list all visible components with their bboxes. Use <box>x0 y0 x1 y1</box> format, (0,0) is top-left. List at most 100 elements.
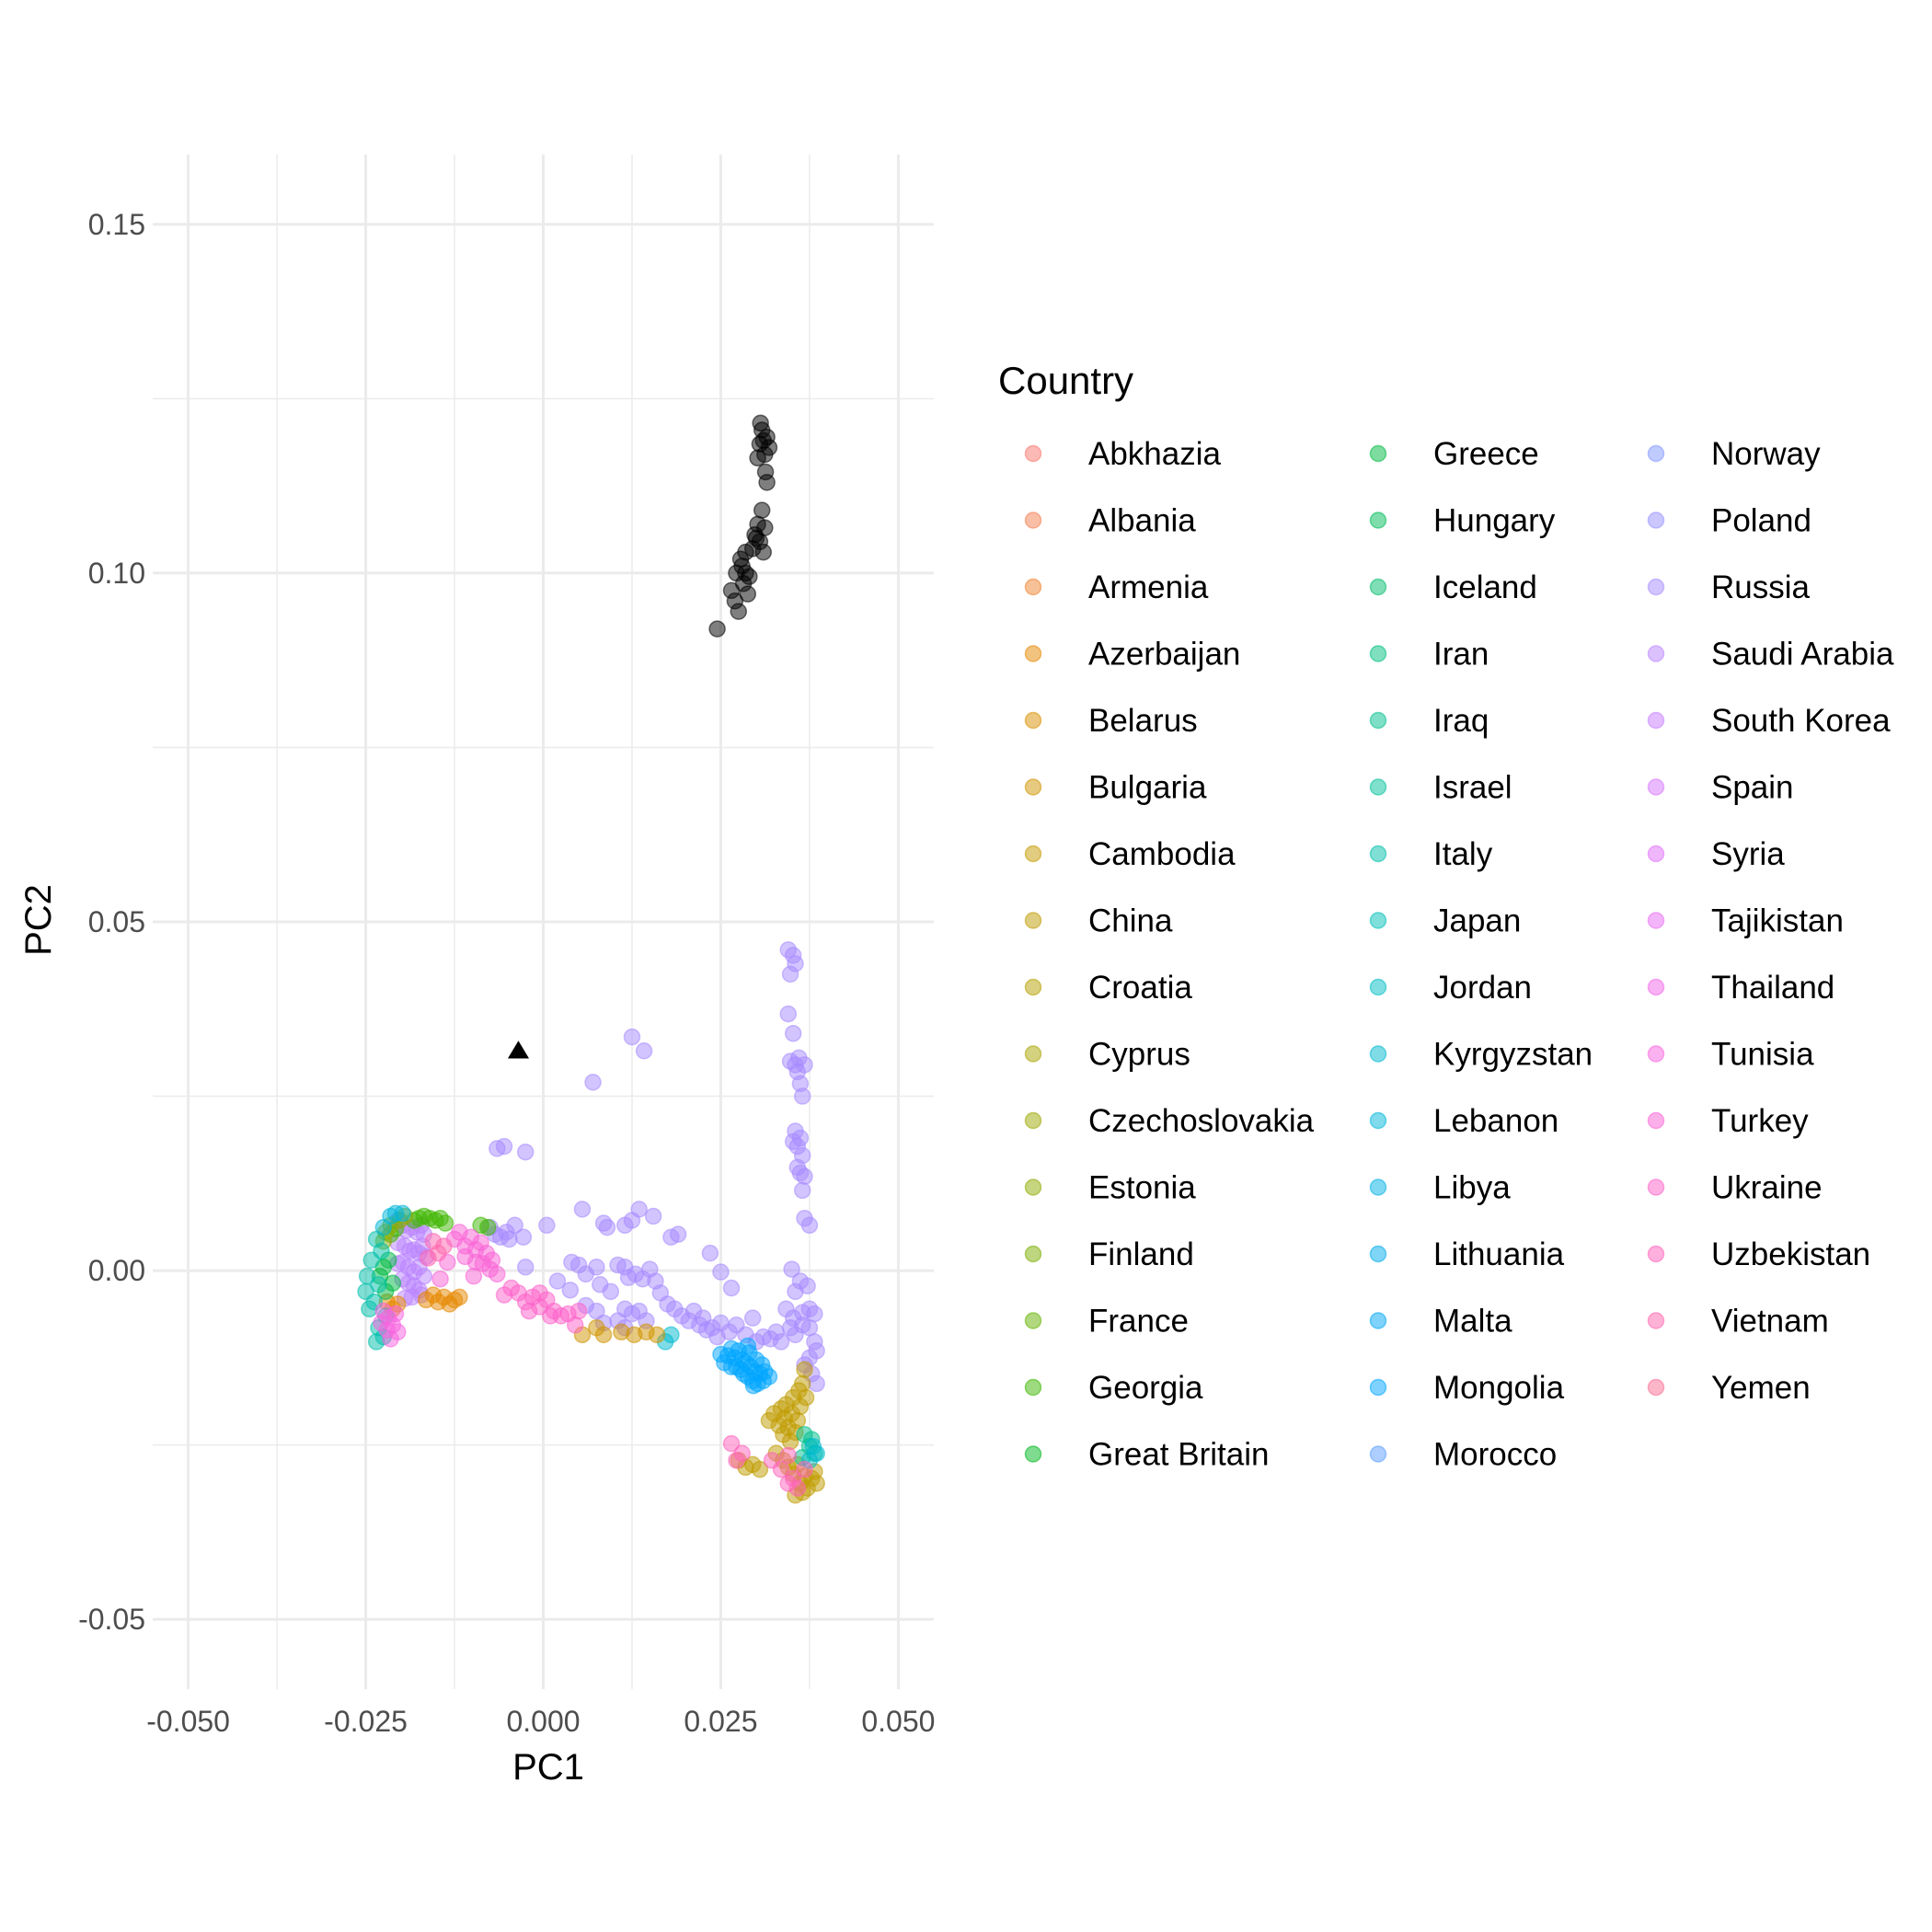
y-tick-label: 0.15 <box>88 208 145 241</box>
legend-key <box>1024 778 1042 796</box>
data-point <box>489 1265 506 1283</box>
legend-label: Turkey <box>1711 1103 1809 1139</box>
data-point <box>373 1242 390 1260</box>
legend-key <box>1647 711 1665 730</box>
data-point <box>760 439 778 456</box>
data-point <box>797 1388 815 1407</box>
legend-label: Japan <box>1433 903 1521 939</box>
data-point <box>779 1475 798 1492</box>
data-point <box>520 1302 538 1320</box>
data-point <box>648 1326 666 1344</box>
legend-label: Thailand <box>1711 970 1834 1006</box>
legend-key <box>1369 845 1387 863</box>
data-point <box>382 1330 399 1348</box>
data-point <box>739 585 757 603</box>
legend-label: Croatia <box>1088 970 1192 1006</box>
legend-label: Morocco <box>1433 1437 1557 1473</box>
legend-key <box>1369 1445 1387 1463</box>
data-point <box>808 1475 825 1492</box>
data-point <box>722 1434 741 1453</box>
x-axis-ticks: -0.050 -0.025 0.000 0.025 0.050 <box>146 1705 935 1738</box>
legend-label: Iceland <box>1433 569 1537 605</box>
legend-label: Azerbaijan <box>1088 637 1240 673</box>
legend-label: Belarus <box>1088 703 1198 739</box>
data-point <box>730 603 747 620</box>
y-axis-title: PC2 <box>18 884 59 956</box>
data-point <box>573 1201 592 1218</box>
legend-key <box>1647 1378 1665 1397</box>
legend-key <box>1647 1245 1665 1263</box>
legend-label: Abkhazia <box>1088 436 1222 472</box>
legend-label: Syria <box>1711 836 1785 872</box>
legend-label: France <box>1088 1304 1189 1340</box>
data-point <box>772 1460 790 1478</box>
legend-label: Tajikistan <box>1711 903 1844 939</box>
data-point <box>779 1446 798 1465</box>
legend-label: Bulgaria <box>1088 770 1207 806</box>
data-point <box>772 1333 790 1351</box>
legend-label: Saudi Arabia <box>1711 637 1894 673</box>
legend-key <box>1647 778 1665 796</box>
data-point <box>746 525 764 544</box>
data-point <box>796 1361 813 1379</box>
data-point <box>669 1225 687 1243</box>
data-point <box>722 1279 741 1297</box>
legend-label: Israel <box>1433 770 1512 806</box>
legend-key <box>1024 1312 1042 1329</box>
x-tick-label: 0.050 <box>861 1705 935 1738</box>
data-point <box>598 1218 616 1236</box>
data-point <box>722 1358 741 1375</box>
legend-key <box>1024 1179 1042 1196</box>
legend-title: Country <box>998 359 1133 402</box>
y-tick-label: 0.00 <box>88 1254 145 1287</box>
data-point <box>394 1204 411 1223</box>
x-axis-title: PC1 <box>512 1747 584 1788</box>
data-point <box>623 1028 641 1046</box>
legend-label: Armenia <box>1088 569 1209 605</box>
data-point <box>514 1228 533 1246</box>
data-point <box>808 1374 825 1393</box>
data-point <box>788 1411 807 1430</box>
data-point <box>733 1444 751 1462</box>
legend: Country Abkhazia Albania Armenia Azerbaijan… <box>998 359 1894 1473</box>
legend-key <box>1369 912 1387 929</box>
data-point <box>531 1284 548 1302</box>
legend-label: Russia <box>1711 569 1811 605</box>
legend-label: Uzbekistan <box>1711 1236 1870 1272</box>
data-point <box>781 965 799 983</box>
legend-key <box>1024 444 1042 463</box>
legend-label: Iran <box>1433 637 1489 673</box>
data-point <box>506 1216 523 1235</box>
legend-key <box>1024 1111 1042 1130</box>
legend-key <box>1369 444 1387 463</box>
legend-key <box>1369 1111 1387 1130</box>
data-point <box>451 1288 468 1306</box>
legend-key <box>1647 1111 1665 1130</box>
data-point <box>417 1291 435 1309</box>
data-point <box>431 1270 449 1288</box>
data-point <box>744 1376 763 1395</box>
data-point <box>787 1282 804 1301</box>
legend-label: Iraq <box>1433 703 1489 739</box>
data-point <box>779 1005 798 1023</box>
legend-key <box>1647 1179 1665 1196</box>
legend-label: Jordan <box>1433 970 1532 1006</box>
data-point <box>793 1181 811 1200</box>
data-point <box>548 1272 567 1290</box>
legend-label: Mongolia <box>1433 1370 1565 1406</box>
legend-key <box>1024 1045 1042 1063</box>
legend-label: Cambodia <box>1088 836 1236 872</box>
data-point <box>754 543 773 561</box>
legend-label: Cyprus <box>1088 1037 1190 1073</box>
legend-label: Italy <box>1433 836 1493 872</box>
data-point <box>793 1374 811 1393</box>
legend-key <box>1369 1245 1387 1263</box>
legend-key <box>1024 978 1042 996</box>
data-point <box>584 1074 602 1091</box>
legend-key <box>1647 444 1665 463</box>
legend-label: Vietnam <box>1711 1304 1829 1340</box>
legend-label: Poland <box>1711 503 1811 539</box>
legend-key <box>1024 512 1042 529</box>
data-point <box>436 1214 454 1232</box>
